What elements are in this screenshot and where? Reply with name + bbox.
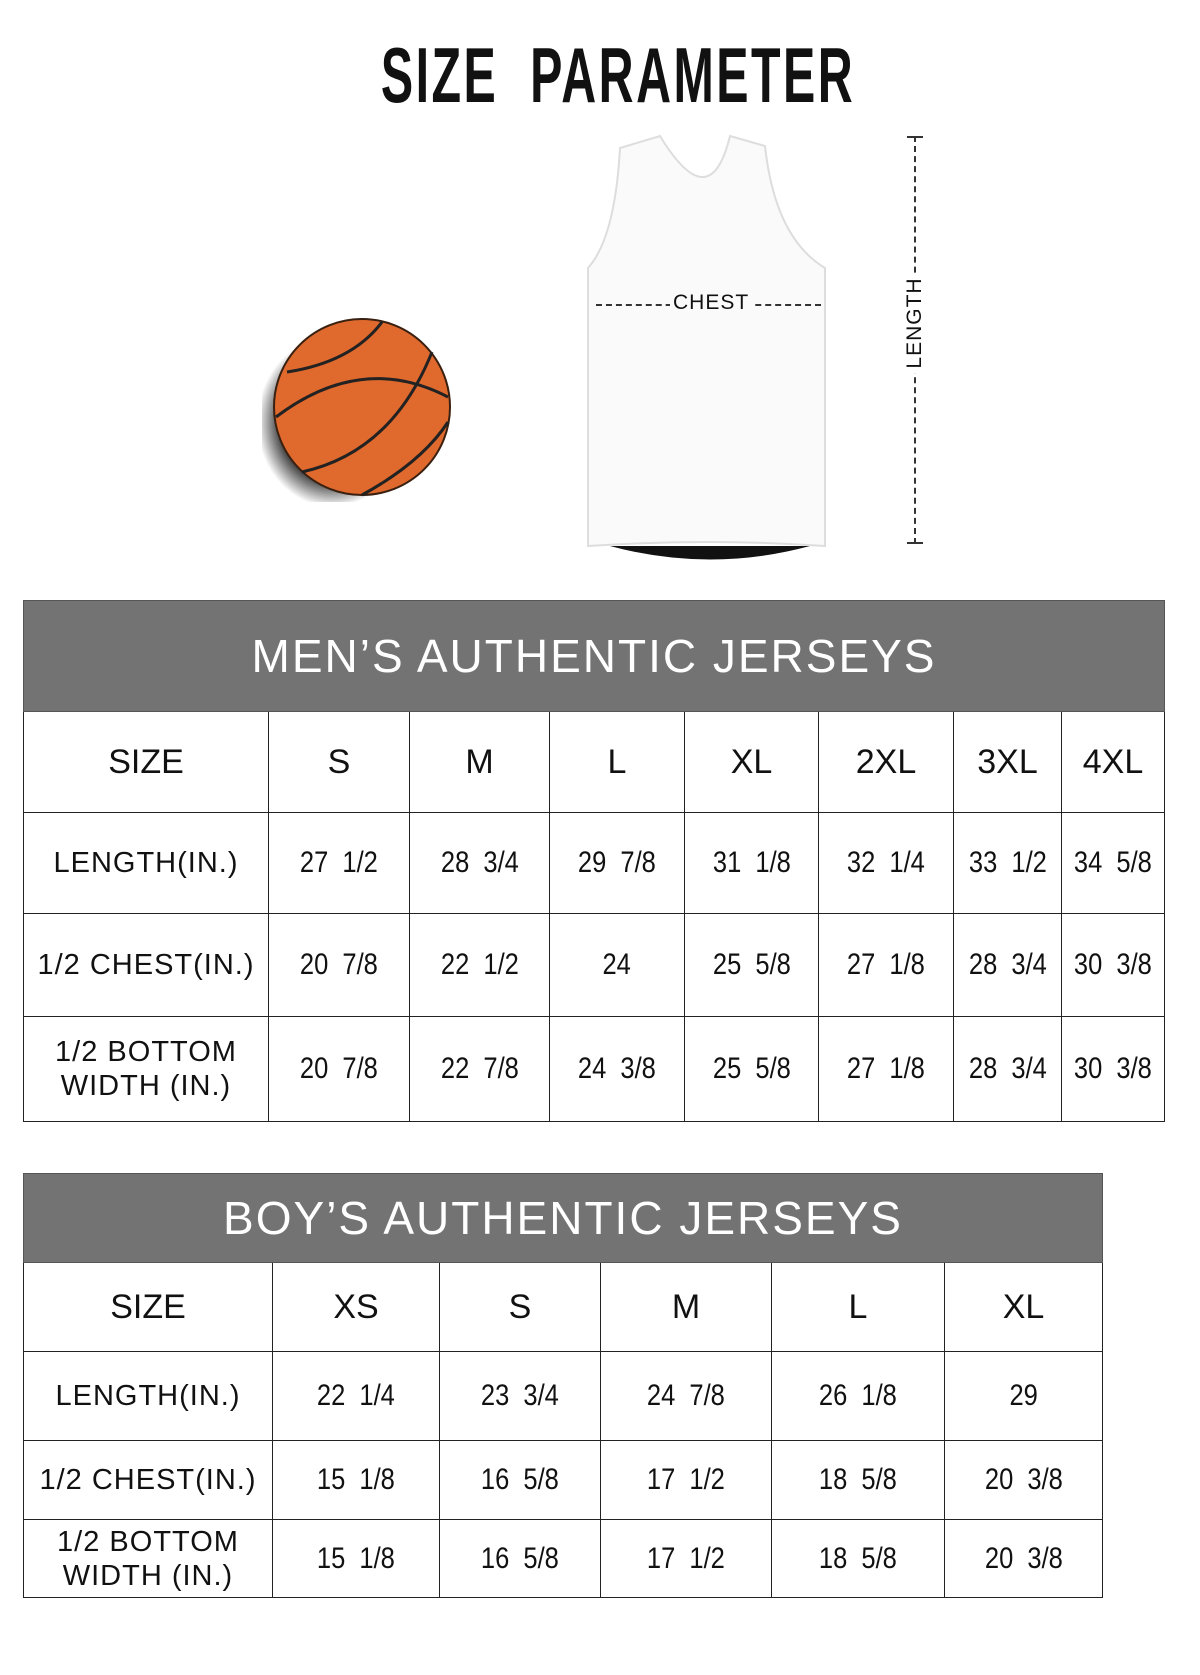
table-row: LENGTH(IN.) 27 1/2 28 3/4 29 7/8 31 1/8 32 1/… — [23, 812, 1165, 914]
table-cell: 24 3/8 — [549, 1016, 685, 1122]
table-cell: 31 1/8 — [684, 812, 819, 914]
size-col: XL — [684, 711, 819, 813]
table-cell: 25 5/8 — [684, 1016, 819, 1122]
size-col: M — [409, 711, 550, 813]
table-cell: 26 1/8 — [771, 1351, 945, 1441]
basketball-icon — [262, 318, 451, 502]
row-label: LENGTH(IN.) — [23, 1351, 273, 1441]
table-cell: 27 1/8 — [818, 1016, 954, 1122]
chest-label: CHEST — [670, 291, 753, 315]
table-row: 1/2 BOTTOM WIDTH (IN.) 20 7/8 22 7/8 24 3/8… — [23, 1016, 1165, 1122]
boys-size-row: SIZE XS S M L XL — [23, 1262, 1104, 1352]
size-col: L — [549, 711, 685, 813]
table-cell: 29 7/8 — [549, 812, 685, 914]
table-cell: 22 7/8 — [409, 1016, 550, 1122]
table-cell: 30 3/8 — [1061, 913, 1165, 1017]
table-cell: 15 1/8 — [272, 1440, 440, 1520]
table-cell: 16 5/8 — [439, 1519, 601, 1598]
mens-table-title: MEN’S AUTHENTIC JERSEYS — [23, 600, 1165, 712]
table-cell: 23 3/4 — [439, 1351, 601, 1441]
table-cell: 29 — [943, 1351, 1104, 1441]
page-title: SIZE PARAMETER — [380, 31, 856, 119]
table-row: 1/2 BOTTOM WIDTH (IN.) 15 1/8 16 5/8 17 1/2… — [23, 1519, 1104, 1598]
length-label: LENGTH — [903, 273, 927, 373]
boys-table-title: BOY’S AUTHENTIC JERSEYS — [22, 1173, 1104, 1263]
row-label: 1/2 BOTTOM WIDTH (IN.) — [23, 1519, 273, 1598]
row-label: 1/2 CHEST(IN.) — [23, 1440, 273, 1520]
table-cell: 20 7/8 — [268, 913, 410, 1017]
size-col: S — [268, 711, 410, 813]
table-cell: 27 1/2 — [268, 812, 410, 914]
row-label: 1/2 CHEST(IN.) — [23, 913, 269, 1017]
size-col: 2XL — [818, 711, 954, 813]
table-cell: 15 1/8 — [272, 1519, 440, 1598]
table-row: 1/2 CHEST(IN.) 20 7/8 22 1/2 24 25 5/8 27 1/8… — [23, 913, 1165, 1017]
table-cell: 33 1/2 — [953, 812, 1062, 914]
table-cell: 28 3/4 — [953, 913, 1062, 1017]
table-row: 1/2 CHEST(IN.) 15 1/8 16 5/8 17 1/2 18 5/8 20… — [23, 1440, 1104, 1520]
table-cell: 17 1/2 — [600, 1440, 772, 1520]
table-cell: 22 1/2 — [409, 913, 550, 1017]
size-col: 4XL — [1061, 711, 1165, 813]
table-cell: 30 3/8 — [1061, 1016, 1165, 1122]
table-cell: 27 1/8 — [818, 913, 954, 1017]
size-col: 3XL — [953, 711, 1062, 813]
table-cell: 16 5/8 — [439, 1440, 601, 1520]
table-cell: 22 1/4 — [272, 1351, 440, 1441]
mens-size-row: SIZE S M L XL 2XL 3XL 4XL — [23, 711, 1165, 813]
table-cell: 28 3/4 — [409, 812, 550, 914]
table-cell: 28 3/4 — [953, 1016, 1062, 1122]
table-cell: 24 — [549, 913, 685, 1017]
table-cell: 20 3/8 — [943, 1440, 1104, 1520]
table-cell: 20 3/8 — [943, 1519, 1104, 1598]
mens-size-table: MEN’S AUTHENTIC JERSEYS SIZE S M L XL 2X… — [23, 600, 1165, 1122]
table-cell: 17 1/2 — [600, 1519, 772, 1598]
table-cell: 20 7/8 — [268, 1016, 410, 1122]
table-cell: 18 5/8 — [771, 1519, 945, 1598]
size-header: SIZE — [23, 1262, 273, 1352]
row-label: LENGTH(IN.) — [23, 812, 269, 914]
table-row: LENGTH(IN.) 22 1/4 23 3/4 24 7/8 26 1/8 29 — [23, 1351, 1104, 1441]
table-cell: 34 5/8 — [1061, 812, 1165, 914]
boys-size-table: BOY’S AUTHENTIC JERSEYS SIZE XS S M L XL… — [22, 1173, 1104, 1598]
size-col: M — [600, 1262, 772, 1352]
table-cell: 25 5/8 — [684, 913, 819, 1017]
table-cell: 32 1/4 — [818, 812, 954, 914]
size-col: L — [771, 1262, 945, 1352]
table-cell: 18 5/8 — [771, 1440, 945, 1520]
table-cell: 24 7/8 — [600, 1351, 772, 1441]
size-header: SIZE — [23, 711, 269, 813]
size-col: S — [439, 1262, 601, 1352]
jersey-diagram: CHEST — [580, 128, 850, 568]
length-measure: LENGTH — [895, 136, 935, 546]
size-col: XS — [272, 1262, 440, 1352]
row-label: 1/2 BOTTOM WIDTH (IN.) — [23, 1016, 269, 1122]
size-col: XL — [943, 1262, 1104, 1352]
